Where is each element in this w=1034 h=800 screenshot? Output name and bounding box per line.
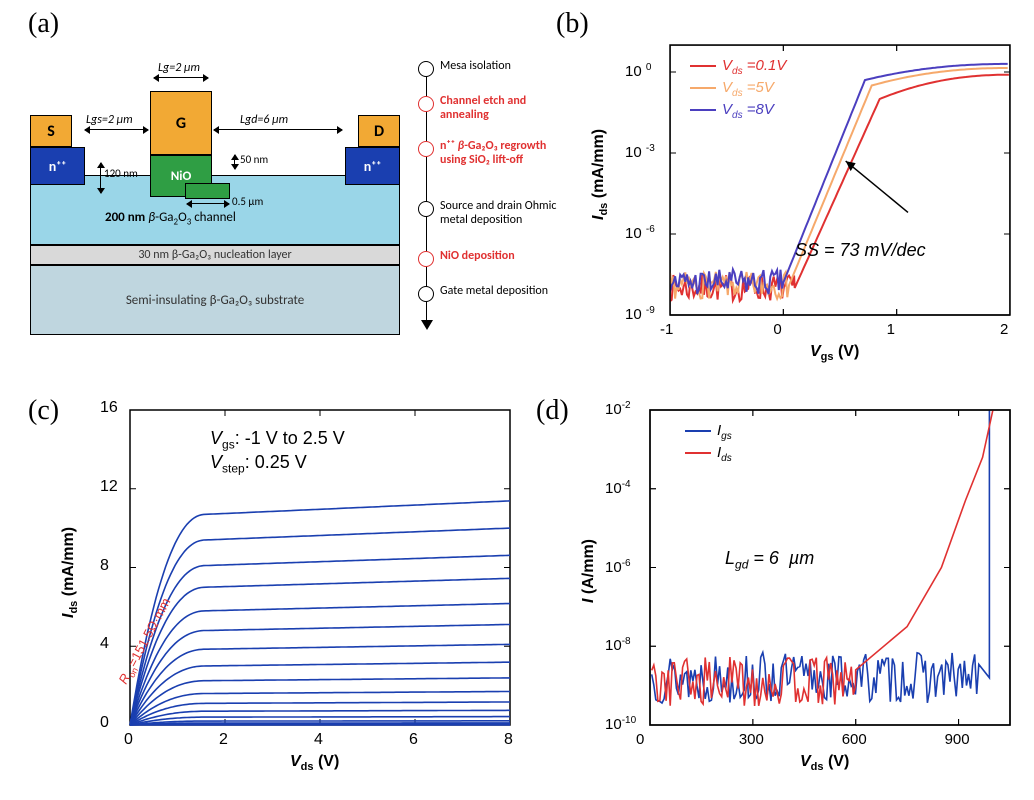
process-step-icon (418, 201, 434, 217)
process-step: NiO deposition (418, 250, 515, 267)
xtick: 6 (409, 731, 418, 749)
legend-entry: Ids (685, 444, 732, 464)
ytick: 0 (100, 714, 109, 732)
process-step: Source and drain Ohmic metal deposition (418, 200, 558, 228)
schematic-layer: Semi-insulating β-Ga₂O₃ substrate (30, 265, 400, 335)
xtick: 300 (739, 731, 764, 748)
xlabel: Vds (V) (800, 753, 849, 773)
process-step: Mesa isolation (418, 60, 511, 77)
legend-entry: Vds =8V (690, 101, 774, 121)
process-step-text: Gate metal deposition (440, 285, 548, 299)
process-step: n⁺⁺ β-Ga₂O₃ regrowth using SiO₂ lift-off (418, 140, 558, 168)
schematic-layer (185, 183, 230, 199)
panel-b-annotation: SS = 73 mV/dec (795, 240, 926, 261)
schematic-dimension-label: Lgs=2 µm (86, 113, 133, 127)
schematic-layer: S (30, 115, 72, 147)
xtick: 4 (314, 731, 323, 749)
xtick: 8 (504, 731, 513, 749)
xtick: 0 (773, 321, 781, 338)
process-step-icon (418, 251, 434, 267)
ytick: 8 (100, 557, 109, 575)
panel-a-label: (a) (28, 8, 59, 40)
xtick: 0 (124, 731, 133, 749)
process-step: Gate metal deposition (418, 285, 548, 302)
schematic-layer: G (150, 91, 212, 155)
panel-b-chart: -101210 -910 -610 -310 0Ids (mA/mm)Vgs (… (600, 35, 1020, 370)
process-step-text: Source and drain Ohmic metal deposition (440, 200, 558, 228)
ytick: 4 (100, 635, 109, 653)
channel-text: 200 nm β-Ga2O3 channel (105, 210, 236, 228)
dimension-arrow-icon (187, 203, 229, 204)
dimension-arrow-icon (154, 77, 208, 78)
ytick: 16 (100, 399, 118, 417)
xtick: 2 (1000, 321, 1008, 338)
ytick: 10 0 (625, 62, 651, 80)
process-step: Channel etch and annealing (418, 95, 558, 123)
ylabel: Ids (mA/mm) (60, 526, 80, 617)
legend-entry: Vds =5V (690, 79, 774, 99)
panel-d-annotation: Lgd = 6 µm (725, 548, 814, 572)
schematic-layer: 30 nm β-Ga₂O₃ nucleation layer (30, 245, 400, 265)
schematic-layer: n⁺⁺ (345, 147, 400, 185)
schematic-layer: n⁺⁺ (30, 147, 85, 185)
dimension-arrow-icon (100, 163, 101, 193)
ylabel: I (A/mm) (580, 538, 598, 602)
schematic-dimension-label: Lgd=6 µm (240, 113, 288, 127)
xtick: 600 (842, 731, 867, 748)
schematic-dimension-label: Lg=2 µm (158, 61, 200, 75)
ylabel: Ids (mA/mm) (590, 129, 610, 220)
xtick: 900 (945, 731, 970, 748)
process-step-icon (418, 141, 434, 157)
legend-entry: Igs (685, 422, 732, 442)
schematic-dimension-label: 0.5 µm (232, 195, 263, 208)
ytick: 10-2 (605, 400, 631, 418)
xlabel: Vgs (V) (810, 343, 859, 363)
process-step-text: n⁺⁺ β-Ga₂O₃ regrowth using SiO₂ lift-off (440, 140, 558, 168)
panel-c-label: (c) (28, 395, 59, 427)
process-step-icon (418, 286, 434, 302)
process-arrowhead-icon (421, 320, 433, 330)
ytick: 10-6 (605, 558, 631, 576)
ytick: 10-10 (605, 715, 636, 733)
dimension-arrow-icon (214, 129, 342, 130)
legend-entry: Vds =0.1V (690, 57, 786, 77)
process-step-text: NiO deposition (440, 250, 515, 264)
ytick: 10-8 (605, 636, 631, 654)
panel-c-annotation: Vgs: -1 V to 2.5 V (210, 428, 345, 452)
panel-d-label: (d) (536, 395, 569, 427)
ytick: 10 -9 (625, 305, 655, 323)
xtick: 0 (636, 731, 644, 748)
panel-c-chart: 0 2 4 6 8 0 4 8 12 16 Ids (mA/mm) Vds (V) Vgs: -1 V … (60, 400, 520, 780)
panel-b-svg (600, 35, 1020, 370)
xtick: 1 (887, 321, 895, 338)
panel-d-svg (580, 400, 1020, 780)
figure-root: (a) Semi-insulating β-Ga₂O₃ substrate30 … (0, 0, 1034, 800)
xtick: -1 (660, 321, 673, 338)
schematic-dimension-label: 50 nm (240, 153, 268, 166)
dimension-arrow-icon (234, 155, 235, 169)
process-step-text: Channel etch and annealing (440, 95, 558, 123)
panel-b-label: (b) (556, 8, 589, 40)
xlabel: Vds (V) (290, 753, 339, 773)
panel-d-chart: 0 300 600 900 10-10 10-8 10-6 10-4 10-2 I (A/mm) V… (580, 400, 1020, 780)
ytick: 10 -3 (625, 143, 655, 161)
process-step-icon (418, 96, 434, 112)
ytick: 10-4 (605, 479, 631, 497)
panel-c-annotation: Vstep: 0.25 V (210, 452, 307, 476)
ytick: 12 (100, 478, 118, 496)
device-schematic: Semi-insulating β-Ga₂O₃ substrate30 nm β… (30, 55, 410, 335)
xtick: 2 (219, 731, 228, 749)
schematic-layer: D (358, 115, 400, 147)
schematic-dimension-label: 120 nm (104, 167, 138, 180)
ytick: 10 -6 (625, 224, 655, 242)
dimension-arrow-icon (85, 129, 148, 130)
process-step-icon (418, 61, 434, 77)
process-step-text: Mesa isolation (440, 60, 511, 74)
